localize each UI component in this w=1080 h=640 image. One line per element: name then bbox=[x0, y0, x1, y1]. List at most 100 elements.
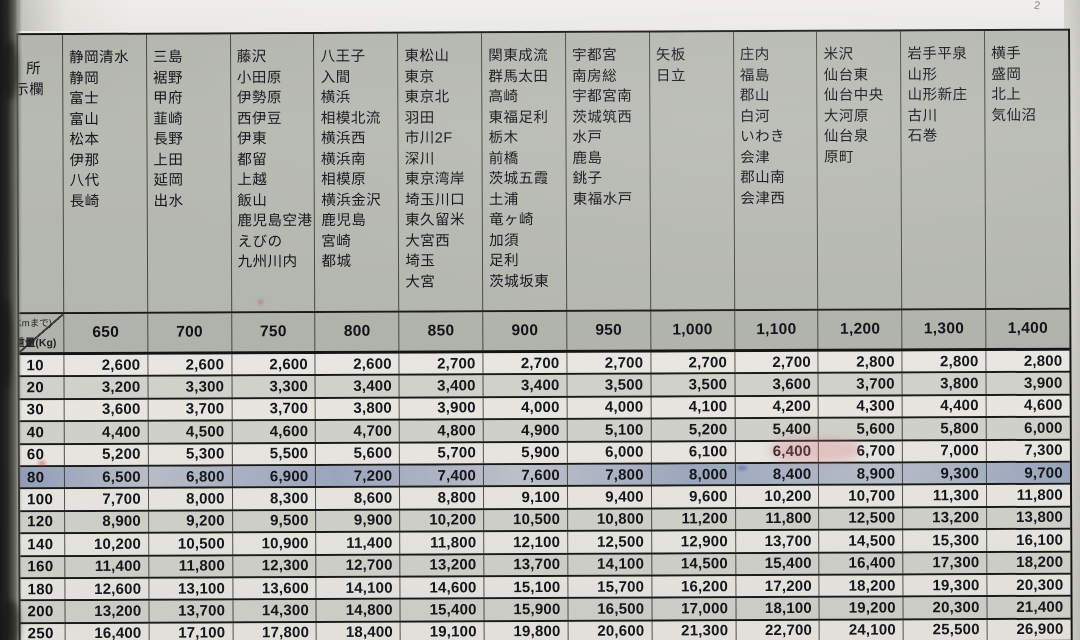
rate-value: 2,700 bbox=[734, 351, 818, 373]
region-city-name: 藤沢 bbox=[236, 49, 267, 66]
rate-value: 8,900 bbox=[64, 511, 149, 533]
region-city-name: 日立 bbox=[655, 67, 687, 85]
region-city-name: 松本 bbox=[69, 131, 100, 149]
rate-value: 3,400 bbox=[398, 375, 483, 397]
rate-value: 8,300 bbox=[231, 488, 316, 510]
region-city-name: 高崎 bbox=[488, 89, 519, 106]
rate-value: 2,700 bbox=[398, 353, 483, 375]
distance-band-value: 1,000 bbox=[650, 311, 735, 350]
rate-value: 3,500 bbox=[650, 374, 735, 396]
weight-value: 10 bbox=[26, 356, 44, 374]
rate-value: 3,800 bbox=[315, 398, 400, 420]
rate-value: 2,700 bbox=[650, 352, 735, 373]
region-header-row: 所 示欄 静岡清水 静岡 富士 富山 松本 伊那 八代 長崎 三島 裾野 甲府 韮崎 長野 上田 延岡 出水藤… bbox=[18, 30, 1070, 315]
rate-value: 12,300 bbox=[231, 555, 316, 577]
rate-value: 6,000 bbox=[566, 442, 651, 463]
region-city-name: 山形新庄 bbox=[907, 87, 968, 104]
rate-value: 10,500 bbox=[483, 509, 568, 531]
rate-value: 8,900 bbox=[818, 463, 903, 485]
rate-value: 3,500 bbox=[566, 374, 651, 396]
region-group-cell: 宇都宮 南房総 宇都宮南 茨城筑西 水戸 鹿島 銚子 東福水戸 bbox=[564, 32, 651, 310]
weight-value: 40 bbox=[26, 424, 45, 442]
region-city-name: 郡山 bbox=[739, 88, 770, 105]
freight-rate-table: 所 示欄 静岡清水 静岡 富士 富山 松本 伊那 八代 長崎 三島 裾野 甲府 韮崎 長野 上田 延岡 出水藤… bbox=[16, 28, 1073, 640]
region-city-name: 宇都宮南 bbox=[572, 88, 633, 105]
rate-value: 3,900 bbox=[985, 373, 1070, 394]
rate-value: 3,600 bbox=[734, 374, 819, 395]
rate-value: 11,800 bbox=[399, 532, 484, 554]
rate-value: 6,500 bbox=[63, 466, 148, 488]
rate-value: 5,800 bbox=[901, 418, 986, 439]
region-city-name: 都城 bbox=[321, 253, 352, 270]
rate-value: 11,800 bbox=[986, 485, 1071, 506]
rate-value: 3,700 bbox=[817, 373, 902, 395]
region-city-name: 庄内 bbox=[739, 47, 770, 64]
region-group-cell: 米沢 仙台東 仙台中央 大河原 仙台泉 原町 bbox=[816, 31, 902, 309]
region-city-name: 富士 bbox=[69, 90, 100, 108]
rate-value: 24,100 bbox=[819, 620, 903, 640]
rate-value: 21,300 bbox=[651, 620, 736, 640]
rate-value: 2,800 bbox=[817, 351, 902, 373]
region-city-name: 長野 bbox=[153, 131, 184, 148]
region-city-name: 栃木 bbox=[488, 130, 519, 147]
weight-value: 140 bbox=[27, 535, 54, 554]
region-city-name: えびの bbox=[237, 233, 283, 250]
region-city-name: 上田 bbox=[153, 152, 184, 169]
rate-value: 16,400 bbox=[64, 623, 149, 640]
rate-value: 3,700 bbox=[231, 398, 316, 420]
distance-band-value: 1,200 bbox=[817, 310, 902, 349]
region-city-name: 小田原 bbox=[236, 69, 282, 86]
rate-value: 9,700 bbox=[985, 462, 1070, 484]
rate-table-body: 10 2,600 2,600 2,600 2,600 2,700 2,700 2,700 2,7… bbox=[19, 350, 1071, 640]
gutter-shadow-blotch bbox=[2, 600, 20, 640]
region-city-name: 宮崎 bbox=[321, 233, 352, 250]
rate-value: 3,900 bbox=[398, 398, 483, 419]
distance-axis-label: 距離(Kmまで) bbox=[19, 318, 52, 330]
rate-value: 18,100 bbox=[735, 598, 820, 619]
rate-value: 4,400 bbox=[63, 421, 148, 443]
region-city-name: 米沢 bbox=[823, 46, 854, 63]
rate-value: 10,200 bbox=[399, 509, 484, 531]
distance-band-value: 1,100 bbox=[733, 310, 818, 350]
rate-value: 6,000 bbox=[985, 417, 1070, 439]
rate-value: 18,400 bbox=[316, 622, 400, 640]
rate-value: 15,300 bbox=[902, 530, 987, 551]
region-city-name: 韮崎 bbox=[153, 111, 184, 128]
rate-value: 4,100 bbox=[650, 396, 735, 418]
rate-value: 11,400 bbox=[315, 532, 400, 554]
region-city-name: 大宮西 bbox=[405, 232, 451, 250]
region-city-name: 石巻 bbox=[907, 128, 938, 145]
region-city-name: 飯山 bbox=[237, 192, 268, 209]
office-indicator-header-cell: 所 示欄 bbox=[18, 35, 63, 312]
rate-value: 4,300 bbox=[818, 396, 902, 417]
rate-value: 8,000 bbox=[650, 464, 735, 485]
region-city-name: 東京湾岸 bbox=[404, 171, 465, 188]
office-label-line2: 示欄 bbox=[18, 81, 45, 98]
rate-value: 7,800 bbox=[566, 464, 651, 486]
rate-value: 3,600 bbox=[63, 399, 148, 421]
region-city-name: 八王子 bbox=[320, 48, 366, 65]
rate-value: 5,700 bbox=[399, 442, 484, 464]
rate-value: 8,800 bbox=[399, 487, 484, 509]
rate-value: 2,700 bbox=[482, 352, 567, 374]
rate-value: 6,800 bbox=[147, 466, 232, 488]
rate-value: 15,700 bbox=[567, 576, 652, 598]
rate-value: 13,600 bbox=[232, 577, 316, 599]
office-label-line1: 所 bbox=[26, 61, 42, 78]
region-city-name: 東久留米 bbox=[405, 212, 466, 229]
rate-value: 11,300 bbox=[902, 485, 987, 507]
region-city-name: 会津西 bbox=[740, 190, 786, 207]
region-city-name: 横浜南 bbox=[321, 151, 367, 168]
rate-value: 9,100 bbox=[483, 487, 568, 508]
rate-value: 21,400 bbox=[986, 597, 1071, 618]
region-city-name: 横手 bbox=[991, 45, 1022, 63]
region-city-name: 長崎 bbox=[69, 193, 100, 210]
rate-value: 4,000 bbox=[566, 397, 651, 419]
rate-value: 8,000 bbox=[147, 488, 232, 510]
rate-value: 13,200 bbox=[64, 601, 149, 622]
rate-value: 5,100 bbox=[566, 419, 651, 441]
region-city-name: 富山 bbox=[69, 111, 100, 128]
region-city-name: 西伊豆 bbox=[237, 110, 283, 127]
region-group-cell: 岩手平泉 山形 山形新庄 古川 石巻 bbox=[900, 31, 986, 309]
rate-value: 9,300 bbox=[902, 463, 987, 484]
